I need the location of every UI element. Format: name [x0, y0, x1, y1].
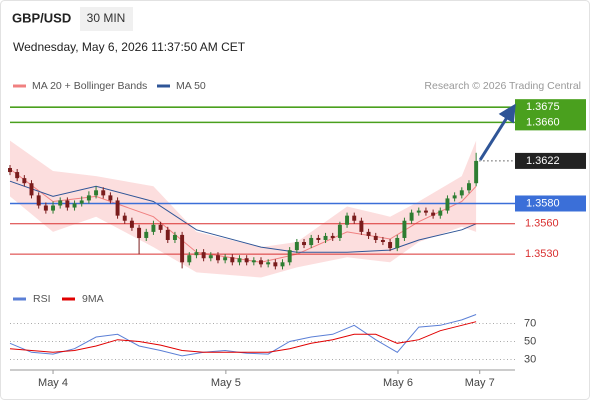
candle-body [187, 255, 192, 263]
candle-body [438, 210, 443, 216]
candle-body [251, 260, 256, 263]
candle-body [115, 200, 120, 216]
candle-body [337, 224, 342, 238]
candle-body [29, 183, 34, 196]
candle-body [108, 195, 113, 201]
candle-body [208, 255, 213, 259]
candle-body [201, 252, 206, 259]
candle-body [359, 220, 364, 232]
candle-body [416, 210, 421, 213]
level-label-box [515, 114, 586, 131]
candle-body [423, 210, 428, 213]
candle-body [287, 250, 292, 263]
level-label: 1.3675 [526, 101, 560, 113]
timeframe-box[interactable] [80, 7, 133, 31]
candle-body [402, 220, 407, 238]
candle-body [36, 195, 41, 206]
last-price-box [515, 152, 586, 169]
legend-label: MA 50 [176, 80, 206, 92]
candle-body [237, 258, 242, 263]
candle-body [58, 200, 63, 206]
candle-body [8, 168, 12, 173]
candle-body [65, 200, 70, 208]
candle-body [273, 262, 278, 267]
candle-body [373, 235, 378, 240]
legend-label: 9MA [82, 293, 104, 305]
candle-body [395, 237, 400, 249]
candle-body [352, 215, 357, 221]
symbol: GBP/USD [12, 10, 71, 25]
candle-body [43, 205, 48, 211]
level-label: 1.3560 [525, 218, 559, 230]
candle-body [223, 257, 228, 261]
candle-body [431, 212, 436, 216]
candle-body [452, 195, 457, 199]
candle-body [51, 205, 56, 211]
candle-body [15, 172, 20, 179]
legend-label: MA 20 + Bollinger Bands [32, 80, 147, 92]
rsi-line [9, 321, 477, 353]
candle-body [330, 235, 335, 238]
candle-body [280, 262, 285, 267]
x-tick-label: May 7 [465, 377, 495, 389]
candle-body [266, 262, 271, 265]
candle-body [158, 224, 163, 230]
candle-body [259, 260, 263, 265]
candle-body [459, 190, 464, 196]
candle-body [86, 195, 91, 201]
level-label: 1.3580 [526, 197, 560, 209]
timestamp: Wednesday, May 6, 2026 11:37:50 AM CET [13, 40, 246, 54]
ma-line [9, 180, 477, 253]
level-label: 1.3660 [526, 116, 560, 128]
candle-body [151, 224, 156, 232]
candle-body [72, 203, 77, 208]
level-label-box [515, 195, 586, 212]
x-tick-label: May 6 [383, 377, 413, 389]
candle-body [323, 235, 328, 240]
y-tick-label: 30 [524, 353, 536, 365]
candle-body [309, 237, 314, 246]
candle-body [180, 234, 185, 263]
candle-body [474, 160, 479, 184]
y-tick-label: 50 [524, 335, 536, 347]
candle-body [366, 231, 371, 236]
candle-body [144, 231, 149, 238]
candle-body [215, 255, 220, 261]
candle-body [79, 200, 84, 204]
candle-body [345, 215, 350, 225]
level-label-box [515, 99, 586, 116]
candle-body [122, 215, 127, 221]
last-price-label: 1.3622 [526, 155, 560, 167]
candle-body [129, 220, 134, 228]
candle-body [388, 242, 393, 249]
candle-body [316, 237, 321, 240]
forecast-arrow [478, 103, 516, 161]
bollinger-band [10, 140, 477, 278]
candle-body [380, 239, 385, 243]
candle-body [244, 258, 249, 263]
x-tick-label: May 5 [211, 377, 241, 389]
x-tick-label: May 4 [38, 377, 68, 389]
candle-body [466, 183, 471, 191]
rsi-line [9, 314, 477, 357]
candle-body [230, 257, 235, 263]
candle-body [172, 234, 177, 240]
candle-body [165, 229, 170, 240]
y-tick-label: 70 [524, 317, 536, 329]
timeframe[interactable]: 30 MIN [87, 11, 126, 25]
candle-body [194, 252, 199, 256]
candle-body [101, 190, 106, 196]
level-label: 1.3530 [525, 248, 559, 260]
candle-body [294, 242, 299, 251]
candle-body [94, 190, 99, 196]
legend-label: RSI [33, 293, 51, 305]
candle-body [137, 227, 142, 238]
candle-body [409, 212, 414, 221]
credit: Research © 2026 Trading Central [424, 80, 581, 92]
candle-body [302, 242, 307, 246]
candle-body [22, 178, 27, 184]
candle-body [445, 198, 450, 211]
